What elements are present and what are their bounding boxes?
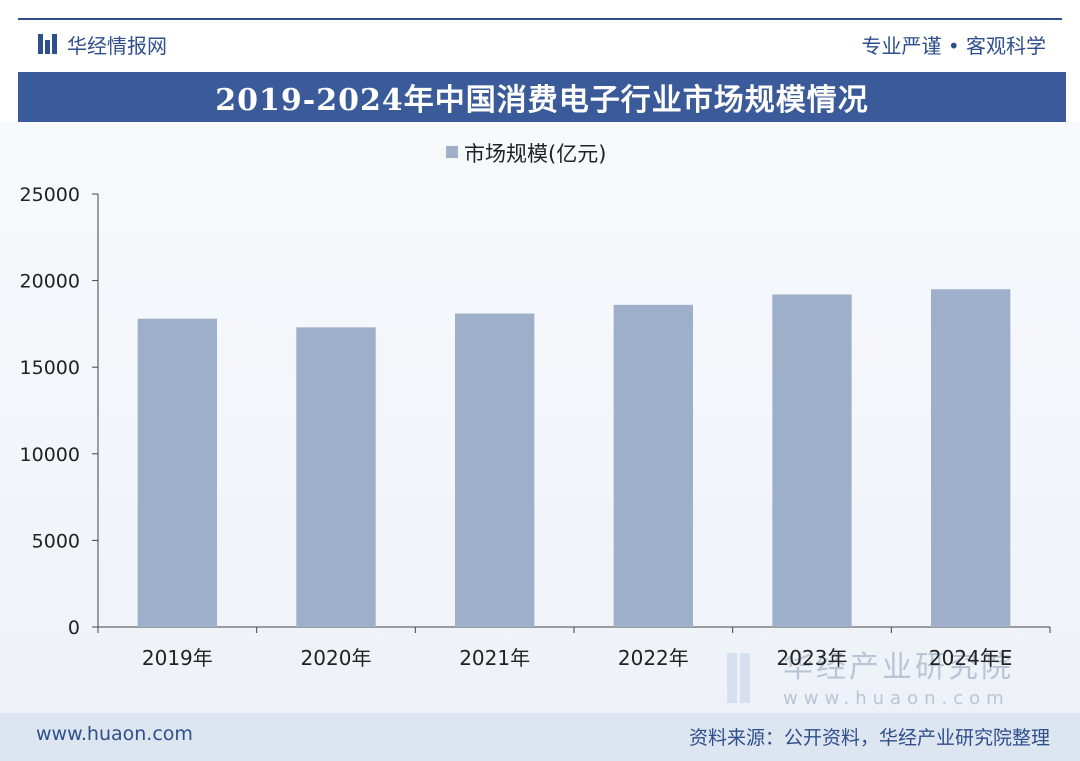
bar bbox=[137, 318, 217, 627]
footer-source: 资料来源：公开资料，华经产业研究院整理 bbox=[688, 727, 1050, 749]
chart-title: 2019-2024年中国消费电子行业市场规模情况 bbox=[215, 83, 869, 118]
footer-url: www.huaon.com bbox=[36, 723, 193, 745]
bar bbox=[931, 289, 1011, 627]
x-tick-label: 2024年E bbox=[929, 646, 1013, 670]
bar bbox=[296, 327, 376, 627]
y-axis: 0 5000 10000 15000 20000 25000 bbox=[20, 184, 99, 639]
x-tick-label: 2019年 bbox=[142, 646, 213, 670]
y-tick-label: 25000 bbox=[20, 184, 80, 206]
x-tick-label: 2022年 bbox=[618, 646, 689, 670]
legend-swatch bbox=[446, 146, 458, 158]
brand-name: 华经情报网 bbox=[67, 33, 167, 58]
title-bar: 2019-2024年中国消费电子行业市场规模情况 bbox=[18, 72, 1066, 122]
y-tick-label: 10000 bbox=[20, 444, 80, 466]
watermark-logo-icon bbox=[727, 653, 750, 703]
y-tick-label: 0 bbox=[68, 617, 80, 639]
y-tick-label: 20000 bbox=[20, 271, 80, 293]
bars bbox=[137, 289, 1011, 627]
footer: www.huaon.com 资料来源：公开资料，华经产业研究院整理 bbox=[0, 713, 1080, 761]
y-tick-label: 5000 bbox=[32, 530, 80, 552]
top-rule bbox=[18, 18, 1062, 20]
slogan: 专业严谨 • 客观科学 bbox=[861, 33, 1046, 58]
x-axis: 2019年 2020年 2021年 2022年 2023年 2024年E bbox=[97, 626, 1051, 670]
x-tick-label: 2021年 bbox=[459, 646, 530, 670]
legend: 市场规模(亿元) bbox=[446, 142, 606, 166]
bar bbox=[772, 294, 852, 627]
x-tick-label: 2020年 bbox=[301, 646, 372, 670]
legend-label: 市场规模(亿元) bbox=[464, 142, 606, 166]
y-tick-label: 15000 bbox=[20, 357, 80, 379]
brand-logo-icon bbox=[38, 34, 57, 54]
x-tick-label: 2023年 bbox=[777, 646, 848, 670]
brand: 华经情报网 bbox=[38, 30, 167, 58]
bar bbox=[613, 304, 693, 627]
bar bbox=[455, 313, 535, 627]
